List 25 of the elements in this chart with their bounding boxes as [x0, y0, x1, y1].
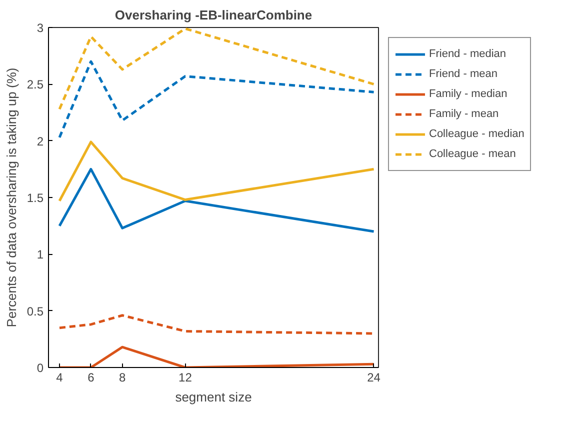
legend-label: Colleague - median	[429, 128, 524, 140]
x-tick-label: 8	[119, 370, 126, 384]
x-tick-label: 12	[178, 370, 192, 384]
y-tick-label: 0.5	[26, 304, 44, 318]
legend-label: Family - mean	[429, 108, 499, 120]
y-tick-label: 2.5	[26, 78, 44, 92]
x-axis-title: segment size	[175, 390, 252, 404]
x-tick-label: 6	[88, 370, 95, 384]
y-tick-label: 2	[36, 134, 44, 148]
y-tick-label: 1.5	[26, 191, 44, 205]
legend-label: Friend - median	[429, 48, 506, 60]
legend-label: Family - median	[429, 88, 508, 100]
line-series	[58, 168, 376, 233]
x-tick-label: 24	[367, 370, 381, 384]
legend-label: Friend - mean	[429, 68, 498, 80]
y-tick-label: 3	[36, 21, 44, 35]
y-tick-label: 0	[36, 361, 44, 375]
x-tick-label: 4	[56, 370, 64, 384]
line-series	[58, 28, 376, 110]
line-series	[58, 140, 376, 202]
line-series	[58, 60, 376, 139]
chart-title: Oversharing -EB-linearCombine	[114, 8, 312, 22]
legend-label: Colleague - mean	[429, 148, 516, 160]
y-axis-title: Percents of data oversharing is taking up (%)	[4, 68, 19, 328]
y-tick-label: 1	[36, 248, 44, 262]
